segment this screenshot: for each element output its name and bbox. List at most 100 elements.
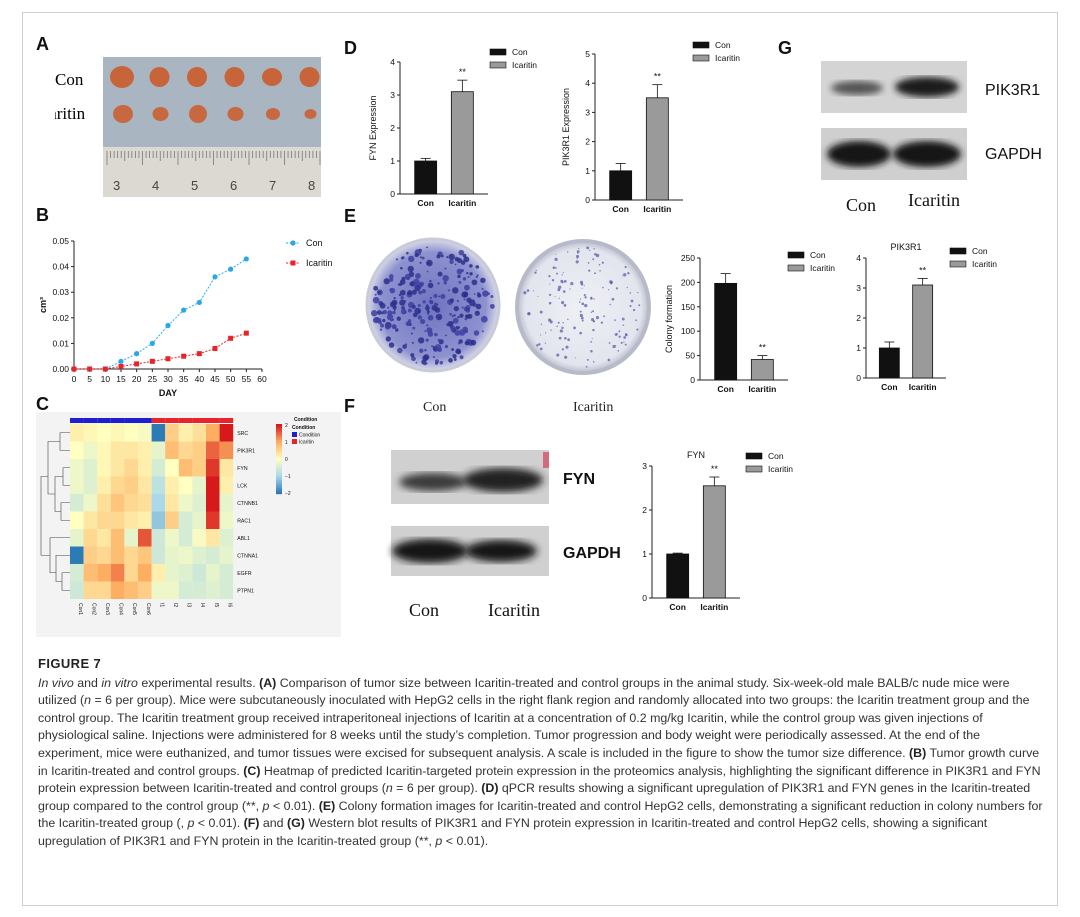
scale-tick: −2 <box>285 491 291 497</box>
point-con <box>228 266 234 272</box>
condition-bar-cell <box>151 418 166 423</box>
point-con <box>149 340 155 346</box>
plate-icaritin <box>515 239 651 375</box>
heatmap-cell <box>97 494 111 512</box>
colony <box>429 279 432 283</box>
colony <box>473 330 480 336</box>
scale-step <box>276 452 282 455</box>
colony <box>555 253 557 255</box>
y-tick-label: 250 <box>681 253 695 263</box>
colony <box>393 297 396 300</box>
column-label: Con3 <box>104 603 110 615</box>
colony <box>395 258 398 261</box>
colony <box>609 280 613 284</box>
colony <box>532 290 535 292</box>
colony <box>603 315 606 318</box>
heatmap-cell <box>138 441 152 459</box>
colony <box>550 329 552 331</box>
panel-f-western-blot: FYN GAPDH Con Icaritin <box>391 450 621 620</box>
colony <box>436 303 439 306</box>
legend-label: Con <box>972 246 988 256</box>
colony <box>591 318 595 322</box>
scale-step <box>276 446 282 449</box>
heatmap-cell <box>178 511 193 529</box>
heatmap-cell <box>192 546 206 564</box>
colony <box>392 310 396 315</box>
ruler-number: 3 <box>113 178 120 193</box>
colony <box>569 288 571 290</box>
colony <box>414 253 419 258</box>
colony <box>469 272 473 276</box>
point-con <box>196 299 202 306</box>
legend-label: Icaritin <box>972 259 997 269</box>
colony <box>437 282 440 285</box>
heatmap-cell <box>192 459 206 477</box>
heatmap-cell <box>97 424 111 442</box>
heatmap-cell <box>97 564 111 582</box>
colony <box>403 310 407 314</box>
y-tick-label: 1 <box>856 343 861 353</box>
colony <box>417 337 425 344</box>
blot-edge-mark <box>543 452 549 468</box>
figure-title: FIGURE 7 <box>38 656 102 671</box>
colony <box>395 328 399 332</box>
colony <box>454 330 461 336</box>
bar-con <box>414 160 438 195</box>
colony <box>562 290 566 293</box>
x-tick-label: 10 <box>101 374 111 384</box>
caption-text: In vivo and in vitro experimental result… <box>38 675 1044 851</box>
plate-con <box>365 237 501 373</box>
caption-segment: Colony formation images for Icaritin-tre… <box>38 798 1043 831</box>
colony <box>389 287 396 294</box>
colony <box>458 280 462 284</box>
heatmap-cell <box>219 441 234 459</box>
panel-g-western-blot: PIK3R1 GAPDH Con Icaritin <box>821 61 1042 215</box>
colony <box>425 304 429 307</box>
colony <box>600 321 604 324</box>
panel-d-pik3r1-chart: 0 1 2 3 4 5 Con Icaritin ** PIK3R1 Expression Con I… <box>561 40 740 214</box>
heatmap-cell <box>83 546 98 564</box>
heatmap-cell <box>206 529 220 547</box>
bar-icaritin <box>450 91 474 195</box>
colony <box>462 253 467 258</box>
scale-tick: 0 <box>285 457 288 463</box>
point-icaritin <box>87 366 93 372</box>
colony <box>374 316 380 322</box>
tumor-icaritin <box>227 107 244 121</box>
caption-segment: (C) <box>243 763 261 778</box>
colony <box>561 301 565 305</box>
colony <box>578 301 581 303</box>
colony <box>390 319 393 322</box>
colony <box>562 321 564 324</box>
colony <box>544 332 547 334</box>
tumor-con <box>224 67 245 87</box>
colony <box>387 310 393 316</box>
colony <box>465 304 471 311</box>
heatmap-cell <box>178 564 193 582</box>
colony <box>586 358 589 361</box>
heatmap-cell <box>124 529 138 547</box>
heatmap-cell <box>110 459 125 477</box>
caption-segment: Western blot results of PIK3R1 and FYN p… <box>38 816 988 848</box>
colony <box>489 303 495 309</box>
colonies-con <box>371 246 495 366</box>
legend-label: Icaritin <box>768 464 793 474</box>
heatmap-cell <box>206 581 220 599</box>
tumor-con <box>110 66 134 88</box>
column-label: I4 <box>199 603 205 607</box>
colony <box>393 309 396 312</box>
x-tick-label: 35 <box>179 374 189 384</box>
heatmap-cell <box>124 476 138 494</box>
band-gapdh-con <box>827 141 891 167</box>
colony <box>576 250 580 253</box>
colony <box>558 336 562 340</box>
heatmap-cell <box>178 529 193 547</box>
colony <box>453 358 457 361</box>
heatmap-cell <box>138 564 152 582</box>
colony <box>560 279 564 283</box>
colony <box>448 358 453 363</box>
point-con <box>165 322 171 329</box>
column-label: I2 <box>172 603 178 607</box>
panel-label-b: B <box>36 205 49 225</box>
blot-label-fyn: FYN <box>563 471 595 488</box>
